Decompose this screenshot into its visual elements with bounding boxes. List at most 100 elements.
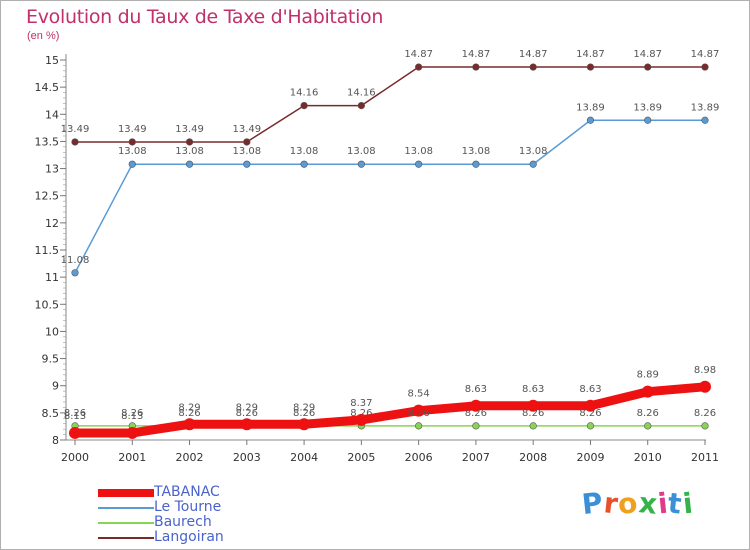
data-label: 8.26 — [637, 408, 659, 419]
data-point — [415, 422, 423, 430]
x-tick-label: 2003 — [233, 451, 261, 464]
data-label: 14.87 — [633, 49, 662, 60]
data-point — [586, 63, 595, 71]
y-tick-label: 12 — [45, 217, 59, 230]
legend-label: Baurech — [154, 514, 212, 530]
data-label: 8.26 — [408, 408, 430, 419]
data-point — [472, 160, 480, 168]
series-line-le-tourne — [74, 119, 706, 274]
y-tick-label: 13 — [45, 163, 59, 176]
data-point — [128, 138, 136, 146]
data-point — [527, 399, 540, 412]
data-label: 14.87 — [404, 49, 433, 60]
x-tick-label: 2000 — [61, 451, 89, 464]
data-point — [472, 422, 480, 430]
x-tick-label: 2004 — [290, 451, 318, 464]
data-point — [586, 422, 595, 430]
data-point — [412, 404, 425, 417]
data-point — [185, 160, 194, 168]
data-label: 8.29 — [178, 402, 200, 413]
legend-swatch — [98, 522, 154, 524]
legend-label: Langoiran — [154, 529, 224, 545]
series-line-langoiran — [74, 66, 706, 143]
y-tick-label: 11.5 — [35, 244, 60, 257]
data-label: 8.26 — [694, 408, 716, 419]
data-point — [701, 422, 709, 430]
data-point — [71, 269, 79, 277]
data-label: 14.16 — [347, 88, 376, 99]
data-point — [701, 63, 709, 71]
data-label: 8.13 — [64, 411, 86, 422]
data-label: 13.08 — [118, 146, 147, 157]
data-point — [126, 426, 139, 439]
data-label: 8.13 — [121, 411, 143, 422]
data-point — [415, 63, 423, 71]
data-point — [185, 138, 194, 146]
x-tick-label: 2001 — [118, 451, 146, 464]
x-tick-label: 2002 — [176, 451, 204, 464]
legend-label: TABANAC — [154, 484, 220, 500]
data-point — [300, 101, 308, 110]
x-tick-label: 2009 — [576, 451, 604, 464]
data-label: 13.08 — [290, 146, 319, 157]
proxiti-logo: Proxiti — [580, 486, 695, 521]
y-tick-label: 15 — [45, 54, 59, 67]
data-label: 14.87 — [519, 49, 548, 60]
data-point — [529, 63, 537, 71]
y-tick-label: 9 — [52, 380, 59, 393]
data-label: 13.89 — [633, 102, 662, 113]
data-point — [128, 160, 136, 168]
data-label: 13.89 — [576, 102, 605, 113]
data-point — [644, 422, 652, 430]
data-label: 8.26 — [64, 408, 86, 419]
data-label: 8.98 — [694, 365, 716, 376]
y-tick-label: 11 — [45, 271, 59, 284]
x-tick-label: 2011 — [691, 451, 719, 464]
y-tick-label: 9.5 — [42, 353, 60, 366]
legend-label: Le Tourne — [154, 499, 222, 515]
data-label: 8.63 — [579, 384, 601, 395]
y-tick-label: 8 — [52, 434, 59, 447]
chart-title: Evolution du Taux de Taxe d'Habitation — [26, 6, 384, 28]
data-point — [701, 116, 709, 124]
data-point — [243, 160, 251, 168]
data-label: 14.87 — [576, 49, 605, 60]
unit-label: (en %) — [27, 30, 60, 42]
data-label: 13.49 — [61, 124, 90, 135]
data-point — [644, 63, 652, 71]
data-point — [472, 63, 480, 71]
data-point — [355, 413, 368, 426]
data-label: 11.08 — [61, 255, 90, 266]
data-label: 13.08 — [232, 146, 261, 157]
x-tick-label: 2006 — [405, 451, 433, 464]
data-label: 8.29 — [293, 402, 315, 413]
data-point — [644, 116, 652, 124]
series-line-tabanac — [70, 382, 710, 438]
data-label: 13.49 — [175, 124, 204, 135]
data-label: 13.08 — [175, 146, 204, 157]
y-tick-label: 12.5 — [35, 190, 60, 203]
y-tick-label: 10 — [45, 325, 59, 338]
data-label: 8.26 — [236, 408, 258, 419]
y-tick-label: 10.5 — [35, 298, 60, 311]
data-label: 8.26 — [465, 408, 487, 419]
y-tick-label: 8.5 — [42, 407, 60, 420]
data-label: 8.29 — [236, 402, 258, 413]
logo-letter: i — [680, 486, 695, 521]
data-point — [183, 418, 196, 431]
legend-swatch — [98, 537, 154, 539]
data-point — [415, 160, 423, 168]
data-label: 14.87 — [462, 49, 491, 60]
data-point — [69, 426, 81, 439]
data-label: 13.08 — [519, 146, 548, 157]
data-point — [529, 160, 537, 168]
data-label: 8.63 — [522, 384, 544, 395]
data-label: 8.63 — [465, 384, 487, 395]
data-point — [699, 380, 711, 393]
data-label: 14.87 — [691, 49, 720, 60]
data-label: 13.49 — [118, 124, 147, 135]
data-label: 8.54 — [408, 389, 430, 400]
data-point — [586, 116, 595, 124]
